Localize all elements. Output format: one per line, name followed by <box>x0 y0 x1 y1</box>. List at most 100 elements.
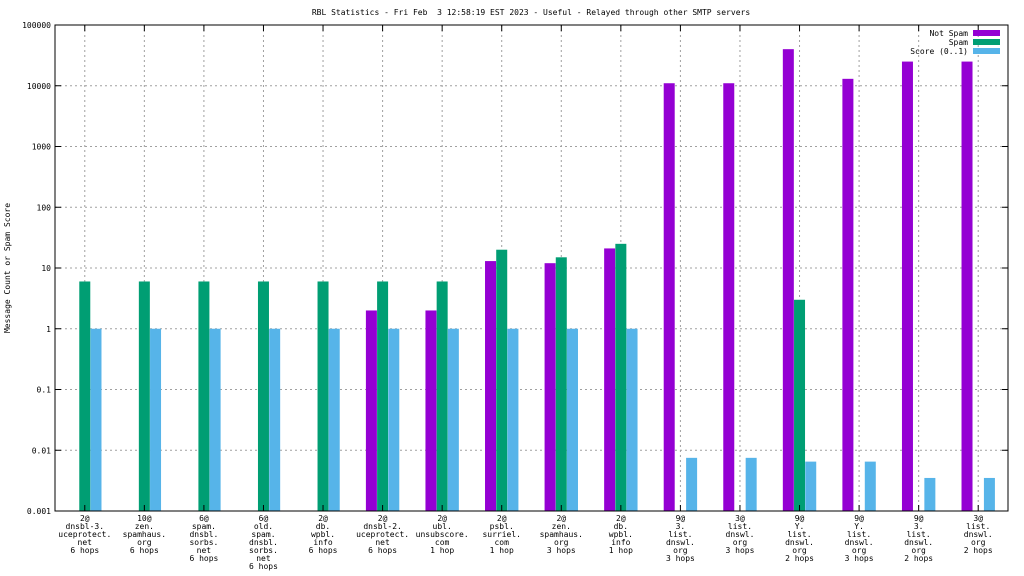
x-tick-label-line: spamhaus. <box>540 530 583 539</box>
x-tick-label: 2@ psbl. surriel. com 1 hop <box>482 514 521 555</box>
x-tick-label-line: list. <box>847 530 871 539</box>
y-tick-label: 0.01 <box>32 446 51 455</box>
x-tick-label-line: dnswl. <box>785 538 814 547</box>
x-tick-label: 2@ db. wpbl. info 1 hop <box>609 514 633 555</box>
x-tick-label-line: list. <box>787 530 811 539</box>
bar-score-0-1 <box>626 328 638 511</box>
bar-not-spam <box>842 78 854 511</box>
x-tick-label-line: dnswl. <box>964 530 993 539</box>
x-tick-label: 2@ dnsbl-3. uceprotect. net 6 hops <box>58 514 111 555</box>
x-tick-label-line: 6 hops <box>309 546 338 555</box>
bar-spam <box>79 281 91 511</box>
x-tick-label-line: org <box>673 546 688 555</box>
x-tick-label-line: Y. <box>795 522 805 531</box>
x-tick-label-line: 10@ <box>137 514 152 523</box>
x-tick-label-line: org <box>911 546 926 555</box>
bar-not-spam <box>782 49 794 511</box>
bar-score-0-1 <box>328 328 340 511</box>
x-tick-label-line: 2 hops <box>904 554 933 563</box>
x-tick-label-line: zen. <box>552 522 571 531</box>
x-tick-label-line: org <box>971 538 986 547</box>
x-tick-label-line: uceprotect. <box>356 530 409 539</box>
x-tick-label-line: net <box>78 538 93 547</box>
x-tick-label-line: 6 hops <box>189 554 218 563</box>
x-tick-label: 9@ 3. list. dnswl. org 3 hops <box>666 514 695 563</box>
bar-not-spam <box>901 61 913 512</box>
x-tick-label-line: dnswl. <box>845 538 874 547</box>
bar-score-0-1 <box>686 457 698 511</box>
x-tick-label-line: psbl. <box>490 522 514 531</box>
bar-not-spam <box>961 61 973 512</box>
x-tick-label-line: ubl. <box>433 522 452 531</box>
x-tick-label-line: dnsbl-2. <box>363 522 402 531</box>
x-tick-label-line: 2@ <box>80 514 90 523</box>
legend-label: Spam <box>949 38 968 47</box>
x-tick-label-line: 3@ <box>735 514 745 523</box>
x-tick-label-line: db. <box>316 522 330 531</box>
x-tick-label-line: surriel. <box>482 530 521 539</box>
bar-not-spam <box>544 263 556 511</box>
bar-spam <box>496 249 508 511</box>
x-tick-label-line: zen. <box>135 522 154 531</box>
bar-score-0-1 <box>447 328 459 511</box>
x-tick-label: 2@ zen. spamhaus. org 3 hops <box>540 514 583 555</box>
legend-swatch <box>973 39 1000 45</box>
bar-score-0-1 <box>388 328 400 511</box>
x-tick-label-line: uceprotect. <box>58 530 111 539</box>
legend-label: Score (0..1) <box>910 47 968 56</box>
bar-spam <box>317 281 329 511</box>
x-tick-label-line: 1 hop <box>609 546 633 555</box>
x-tick-label-line: org <box>554 538 569 547</box>
x-tick-label: 3@ list. dnswl. org 2 hops <box>964 514 993 555</box>
x-tick-label-line: 9@ <box>914 514 924 523</box>
x-tick-label-line: 6 hops <box>70 546 99 555</box>
x-tick-label-line: list. <box>728 522 752 531</box>
chart-title: RBL Statistics - Fri Feb 3 12:58:19 EST … <box>312 8 750 17</box>
bar-score-0-1 <box>566 328 578 511</box>
x-tick-label-line: wpbl. <box>311 530 335 539</box>
x-tick-label-line: dnsbl. <box>189 530 218 539</box>
x-tick-label-line: 2@ <box>556 514 566 523</box>
x-tick-label: 10@ zen. spamhaus. org 6 hops <box>123 514 166 555</box>
bar-score-0-1 <box>209 328 221 511</box>
x-tick-label-line: 6 hops <box>368 546 397 555</box>
bar-spam <box>794 299 806 511</box>
x-tick-label: 9@ Y. list. dnswl. org 2 hops <box>785 514 814 563</box>
x-tick-label-line: 6 hops <box>249 562 278 571</box>
x-tick-label-line: 2@ <box>437 514 447 523</box>
x-tick-label-line: sorbs. <box>189 538 218 547</box>
x-tick-label-line: 6 hops <box>130 546 159 555</box>
bar-spam <box>555 257 567 511</box>
bar-not-spam <box>425 310 437 511</box>
x-tick-label: 9@ 3. list. dnswl. org 2 hops <box>904 514 933 563</box>
y-tick-label: 100000 <box>22 21 51 30</box>
y-axis-label: Message Count or Spam Score <box>3 203 12 333</box>
y-tick-label: 10 <box>41 264 51 273</box>
x-tick-label-line: org <box>792 546 807 555</box>
bar-score-0-1 <box>924 477 936 511</box>
x-tick-label-line: spamhaus. <box>123 530 166 539</box>
bar-score-0-1 <box>864 461 876 511</box>
x-tick-label-line: db. <box>614 522 628 531</box>
x-tick-label-line: 2@ <box>318 514 328 523</box>
x-tick-label-line: 6@ <box>199 514 209 523</box>
x-tick-label-line: 1 hop <box>490 546 514 555</box>
x-tick-label-line: dnsbl. <box>249 538 278 547</box>
plot-border <box>54 24 1009 512</box>
x-tick-label-line: dnsbl-3. <box>66 522 105 531</box>
legend-label: Not Spam <box>929 29 968 38</box>
y-tick-label: 1000 <box>32 143 51 152</box>
bar-spam <box>138 281 150 511</box>
bar-not-spam <box>723 83 735 511</box>
x-tick-label-line: info <box>313 538 332 547</box>
bar-score-0-1 <box>90 328 102 511</box>
x-tick-label-line: unsubscore. <box>416 530 469 539</box>
x-tick-label-line: 9@ <box>795 514 805 523</box>
x-tick-label-line: wpbl. <box>609 530 633 539</box>
x-tick-label-line: list. <box>907 530 931 539</box>
x-tick-label-line: Y. <box>854 522 864 531</box>
bar-score-0-1 <box>983 477 995 511</box>
